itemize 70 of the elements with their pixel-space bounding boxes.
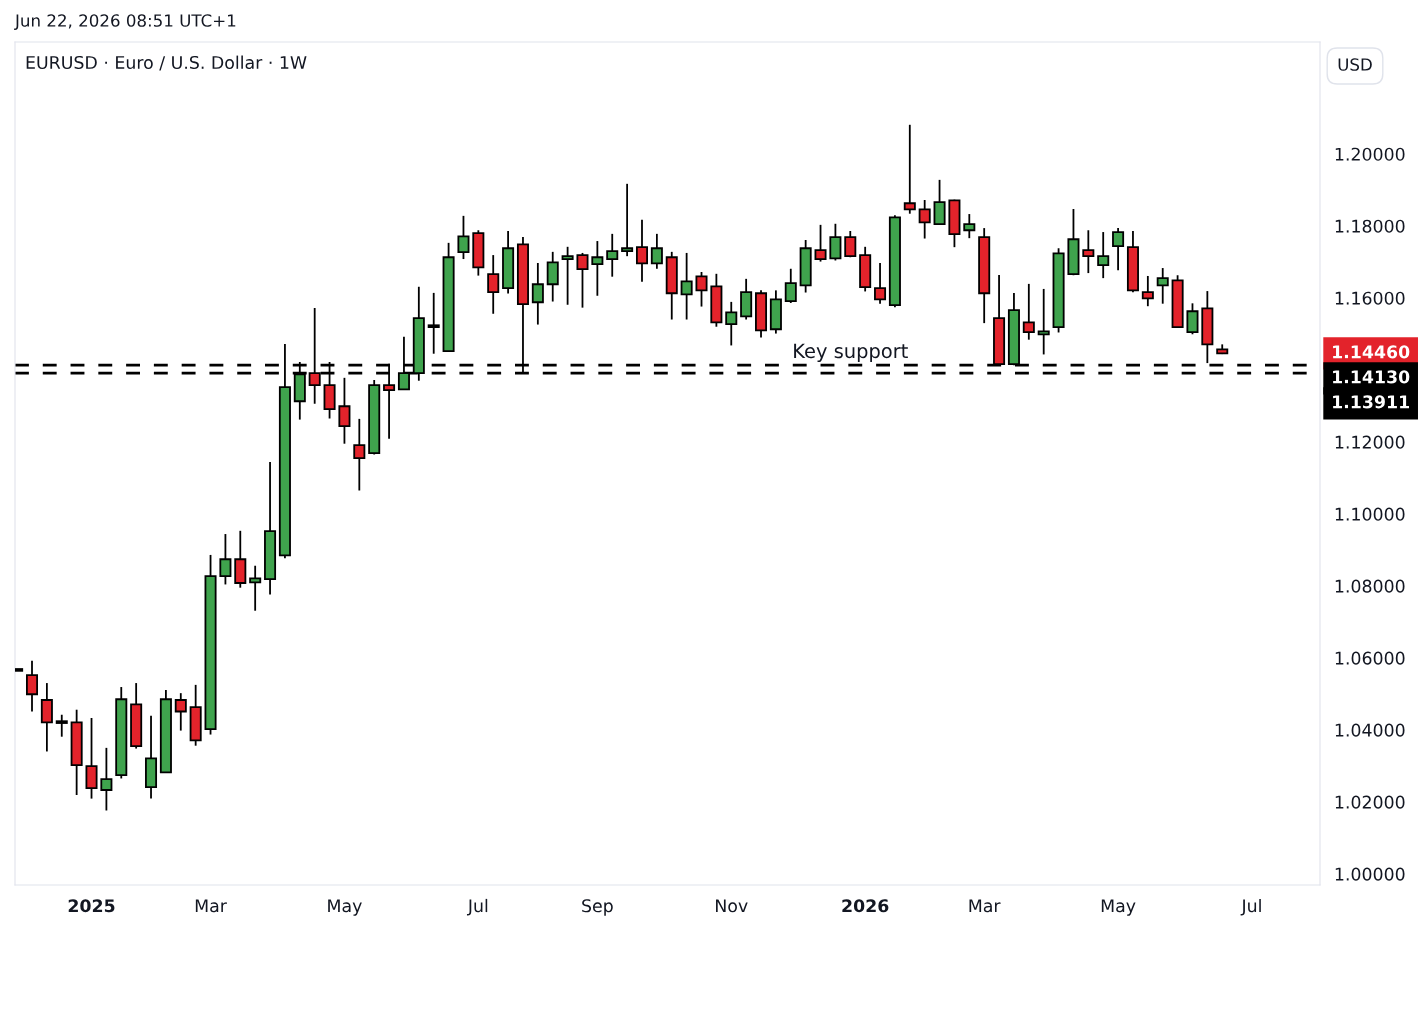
candlestick bbox=[650, 232, 663, 270]
text: EURUSD · Euro / U.S. Dollar · 1W bbox=[26, 55, 307, 71]
y-tick-label: 1.06000 bbox=[1335, 651, 1405, 665]
text: Jun 22, 2026 08:51 UTC+1 bbox=[14, 14, 236, 30]
candlestick bbox=[249, 564, 262, 612]
y-tick-label: 1.20000 bbox=[1335, 147, 1405, 161]
candlestick bbox=[1022, 282, 1035, 341]
candlestick bbox=[695, 271, 708, 308]
candlestick bbox=[55, 713, 68, 738]
candlestick bbox=[903, 123, 916, 215]
candlestick bbox=[844, 230, 857, 259]
candlestick bbox=[174, 692, 187, 732]
candlestick bbox=[85, 717, 98, 800]
candlestick bbox=[561, 245, 574, 306]
x-tick-label: Sep bbox=[582, 899, 613, 916]
candlestick bbox=[918, 199, 931, 240]
x-tick-label: 2025 bbox=[68, 899, 115, 913]
candlestick bbox=[457, 214, 470, 260]
x-tick-label: Mar bbox=[195, 899, 227, 913]
candlestick bbox=[25, 659, 39, 713]
candlestick bbox=[591, 240, 604, 297]
candlestick bbox=[546, 250, 559, 303]
ref-line-label: 1.13911 bbox=[1333, 395, 1409, 409]
candlestick bbox=[814, 223, 827, 263]
x-tick-label: Nov bbox=[716, 899, 748, 913]
candlestick bbox=[621, 182, 634, 258]
candlestick bbox=[933, 178, 946, 226]
candlestick bbox=[725, 300, 738, 347]
candlestick bbox=[1037, 288, 1050, 356]
x-tick-label: Jul bbox=[1240, 898, 1261, 916]
text: 1.14460 bbox=[1333, 345, 1410, 359]
candlestick bbox=[1082, 229, 1095, 274]
candlestick bbox=[1097, 231, 1110, 280]
candlestick bbox=[100, 746, 113, 812]
candlestick bbox=[1141, 275, 1154, 308]
candlestick bbox=[531, 262, 544, 326]
candlestick bbox=[353, 417, 366, 492]
y-tick-label: 1.00000 bbox=[1335, 867, 1405, 881]
y-tick-label: 1.12000 bbox=[1335, 435, 1405, 449]
x-tick-label: May bbox=[328, 899, 362, 916]
x-tick-label: May bbox=[1101, 899, 1136, 916]
candlestick bbox=[1156, 267, 1169, 305]
x-tick-label: Mar bbox=[969, 899, 1001, 913]
x-tick-label: Jul bbox=[466, 898, 488, 916]
candlestick bbox=[1112, 227, 1125, 272]
y-tick-label: 1.16000 bbox=[1335, 291, 1405, 305]
y-tick-label: 1.02000 bbox=[1335, 795, 1405, 809]
candlestick bbox=[40, 682, 53, 753]
y-tick-label: 1.18000 bbox=[1335, 219, 1405, 233]
candlestick bbox=[606, 232, 619, 278]
text: USD bbox=[1338, 58, 1372, 71]
candlestick bbox=[219, 533, 232, 586]
candlestick bbox=[635, 218, 649, 283]
annotation: Key support bbox=[794, 343, 908, 363]
y-tick-label: 1.08000 bbox=[1335, 579, 1405, 593]
candlestick bbox=[829, 222, 842, 262]
x-tick-label: 2026 bbox=[842, 899, 889, 913]
ref-line-label: 1.14130 bbox=[1333, 370, 1410, 384]
candlestick bbox=[784, 267, 797, 304]
candlestick bbox=[427, 291, 440, 355]
y-tick-label: 1.04000 bbox=[1335, 723, 1405, 737]
candlestick bbox=[874, 262, 887, 305]
candlestick bbox=[234, 529, 247, 589]
candlestick bbox=[487, 254, 500, 315]
candlestick bbox=[680, 252, 693, 321]
candlestick bbox=[338, 376, 351, 445]
candlestick bbox=[963, 213, 976, 240]
y-tick-label: 1.10000 bbox=[1335, 507, 1405, 521]
candlestick bbox=[1186, 302, 1199, 336]
candlestick bbox=[576, 252, 589, 309]
